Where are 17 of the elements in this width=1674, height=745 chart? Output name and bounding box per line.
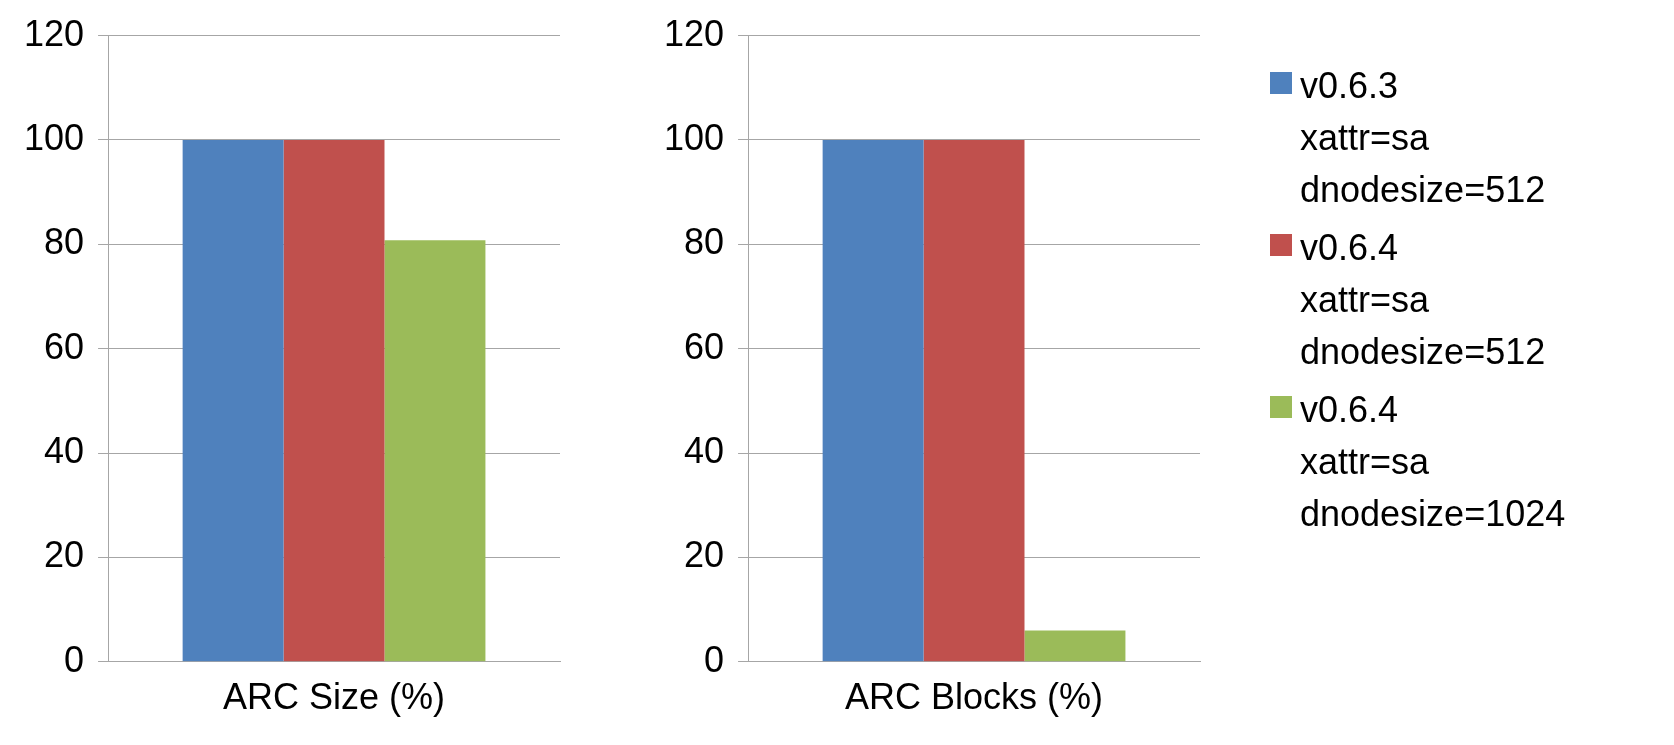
legend-label: v0.6.4 xattr=sa dnodesize=1024 xyxy=(1300,388,1567,536)
x-tick-label: ARC Blocks (%) xyxy=(845,676,1104,718)
y-tick-label: 60 xyxy=(44,325,85,367)
y-tick-label: 80 xyxy=(684,221,725,263)
y-tick-label: 40 xyxy=(684,429,725,471)
y-tick-label: 20 xyxy=(684,534,725,576)
y-tick-label: 100 xyxy=(663,116,725,158)
y-tick-label: 120 xyxy=(23,12,85,54)
y-tick-label: 80 xyxy=(44,221,85,263)
y-tick-label: 40 xyxy=(44,429,85,471)
y-tick-label: 0 xyxy=(704,638,725,680)
y-tick-label: 120 xyxy=(663,12,725,54)
y-tick-label: 60 xyxy=(684,325,725,367)
x-tick-label: ARC Size (%) xyxy=(223,676,446,718)
y-tick-label: 20 xyxy=(44,534,85,576)
y-tick-label: 0 xyxy=(64,638,85,680)
y-tick-label: 100 xyxy=(23,116,85,158)
